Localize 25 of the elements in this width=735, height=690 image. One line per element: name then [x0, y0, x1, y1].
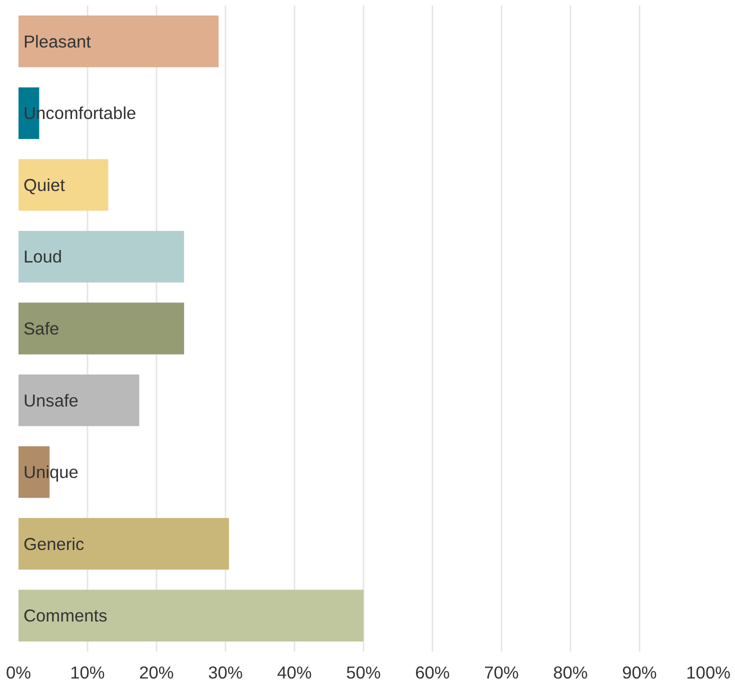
x-tick-label: 40%	[277, 662, 312, 682]
y-tick-label: Pleasant	[24, 31, 92, 52]
bar	[18, 159, 108, 211]
bar	[18, 518, 229, 570]
x-tick-label: 10%	[70, 662, 105, 682]
y-tick-label: Generic	[24, 534, 85, 554]
x-tick-label: 100%	[686, 662, 731, 682]
x-tick-label: 90%	[622, 662, 657, 682]
bar	[18, 374, 140, 426]
x-tick-label: 70%	[484, 662, 519, 682]
y-tick-label: Loud	[24, 246, 62, 267]
x-tick-label: 60%	[415, 662, 450, 682]
y-tick-label: Safe	[24, 318, 60, 338]
bar	[18, 302, 184, 354]
x-tick-label: 50%	[346, 662, 381, 682]
x-tick-label: 80%	[553, 662, 588, 682]
y-tick-label: Comments	[24, 606, 108, 626]
y-tick-label: Unsafe	[24, 390, 78, 410]
bar	[18, 230, 184, 283]
bar	[18, 16, 219, 68]
x-tick-label: 20%	[139, 662, 174, 682]
y-tick-label: Quiet	[24, 174, 66, 195]
x-tick-label: 30%	[208, 662, 243, 682]
x-tick-label: 0%	[6, 662, 32, 682]
bar	[18, 590, 364, 642]
